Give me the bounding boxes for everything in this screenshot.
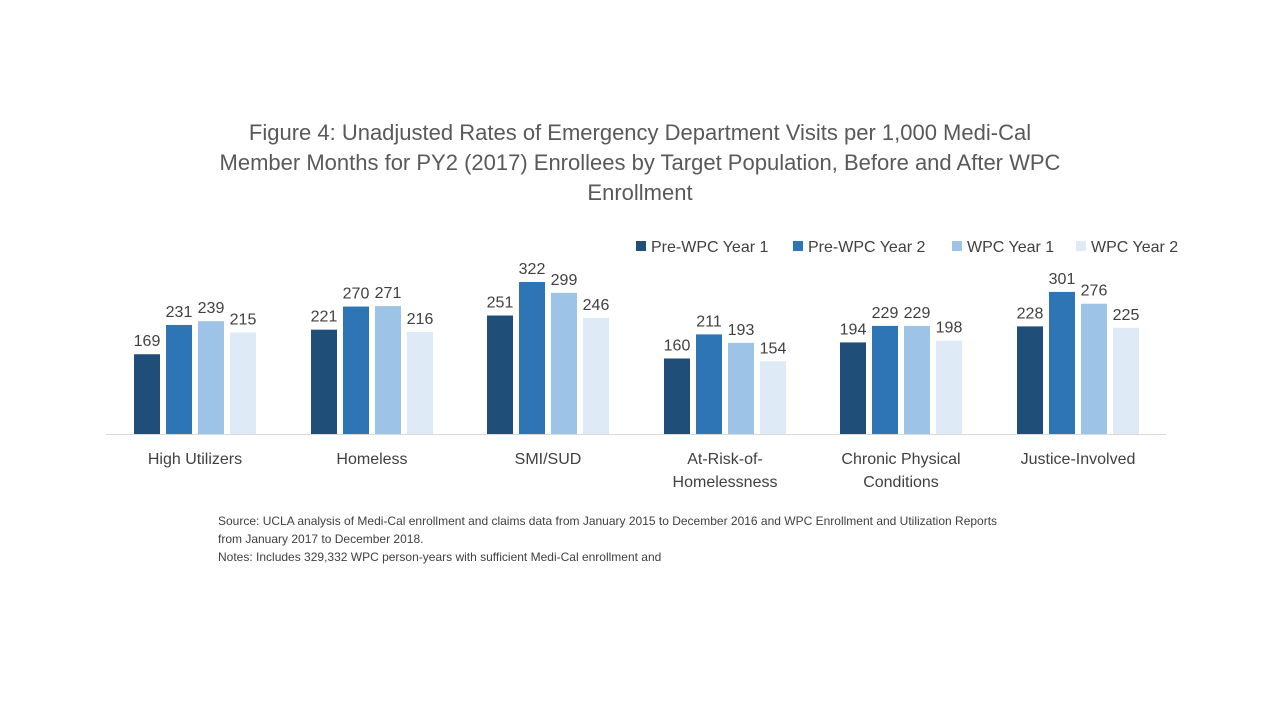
legend-swatch [1076, 241, 1086, 251]
source-line-1: Source: UCLA analysis of Medi-Cal enroll… [218, 514, 998, 528]
category-label-line: SMI/SUD [515, 451, 582, 468]
legend-swatch [636, 241, 646, 251]
chart-title-line-1: Figure 4: Unadjusted Rates of Emergency … [248, 120, 1032, 145]
notes-line: Notes: Includes 329,332 WPC person-years… [218, 550, 662, 564]
bar-1-3 [487, 315, 513, 434]
data-label: 215 [230, 312, 257, 329]
chart-title-line-2: Member Months for PY2 (2017) Enrollees b… [219, 150, 1061, 175]
chart-title: Figure 4: Unadjusted Rates of Emergency … [190, 118, 1090, 208]
bar-4-1 [230, 332, 256, 434]
legend-swatch [952, 241, 962, 251]
source-line-2: from January 2017 to December 2018. [218, 532, 424, 546]
data-label: 211 [696, 313, 722, 330]
data-label: 228 [1017, 305, 1044, 322]
data-label: 216 [407, 311, 434, 328]
data-label: 270 [343, 286, 370, 303]
category-label: Justice-Involved [1021, 451, 1136, 468]
bar-2-3 [519, 282, 545, 434]
bar-3-4 [728, 342, 754, 434]
data-label: 299 [551, 272, 578, 289]
category-label-line: Homeless [336, 451, 407, 468]
data-label: 225 [1113, 307, 1140, 324]
chart-title-line-3: Enrollment [587, 180, 693, 205]
category-label-line: Conditions [863, 474, 939, 491]
data-label: 251 [487, 295, 514, 312]
data-label: 221 [311, 309, 338, 326]
category-label: High Utilizers [148, 451, 242, 468]
legend-label: Pre-WPC Year 1 [651, 239, 768, 256]
category-label-line: Justice-Involved [1021, 451, 1136, 468]
bar-4-2 [407, 332, 433, 434]
data-label: 160 [664, 337, 691, 354]
data-label: 231 [166, 304, 193, 321]
bar-2-1 [166, 324, 192, 434]
data-label: 271 [375, 285, 402, 302]
category-label-line: Homelessness [673, 474, 778, 491]
source-notes: Source: UCLA analysis of Medi-Cal enroll… [218, 512, 1098, 566]
legend-label: Pre-WPC Year 2 [808, 239, 925, 256]
bar-4-3 [583, 317, 609, 434]
bar-2-4 [696, 334, 722, 434]
legend-label: WPC Year 2 [1091, 239, 1178, 256]
data-label: 322 [519, 261, 546, 278]
bar-1-1 [134, 354, 160, 434]
bar-3-6 [1081, 303, 1107, 434]
bar-1-2 [311, 329, 337, 434]
data-label: 276 [1081, 283, 1108, 300]
category-label: At-Risk-of- Homelessness [673, 451, 778, 491]
legend-swatch [793, 241, 803, 251]
data-label: 229 [872, 305, 899, 322]
category-label-line: Chronic Physical [841, 451, 960, 468]
bar-3-5 [904, 325, 930, 434]
data-label: 198 [936, 320, 963, 337]
bar-3-3 [551, 292, 577, 434]
bar-4-6 [1113, 327, 1139, 434]
data-label: 169 [134, 333, 161, 350]
category-label: Homeless [336, 451, 407, 468]
bar-4-4 [760, 361, 786, 434]
data-label: 154 [760, 340, 787, 357]
data-label: 193 [728, 322, 755, 339]
bar-1-5 [840, 342, 866, 434]
category-label: SMI/SUD [515, 451, 582, 468]
data-label: 301 [1049, 271, 1076, 288]
bar-2-2 [343, 306, 369, 434]
legend-label: WPC Year 1 [967, 239, 1054, 256]
bar-4-5 [936, 340, 962, 434]
category-label: Chronic Physical Conditions [841, 451, 960, 491]
category-label-line: High Utilizers [148, 451, 242, 468]
bar-3-1 [198, 321, 224, 434]
bar-3-2 [375, 306, 401, 434]
bar-1-6 [1017, 326, 1043, 434]
bar-2-6 [1049, 291, 1075, 434]
category-label-line: At-Risk-of- [687, 451, 763, 468]
bar-2-5 [872, 325, 898, 434]
data-label: 229 [904, 305, 931, 322]
data-label: 246 [583, 297, 610, 314]
data-label: 194 [840, 321, 867, 338]
data-label: 239 [198, 300, 225, 317]
bar-1-4 [664, 358, 690, 434]
